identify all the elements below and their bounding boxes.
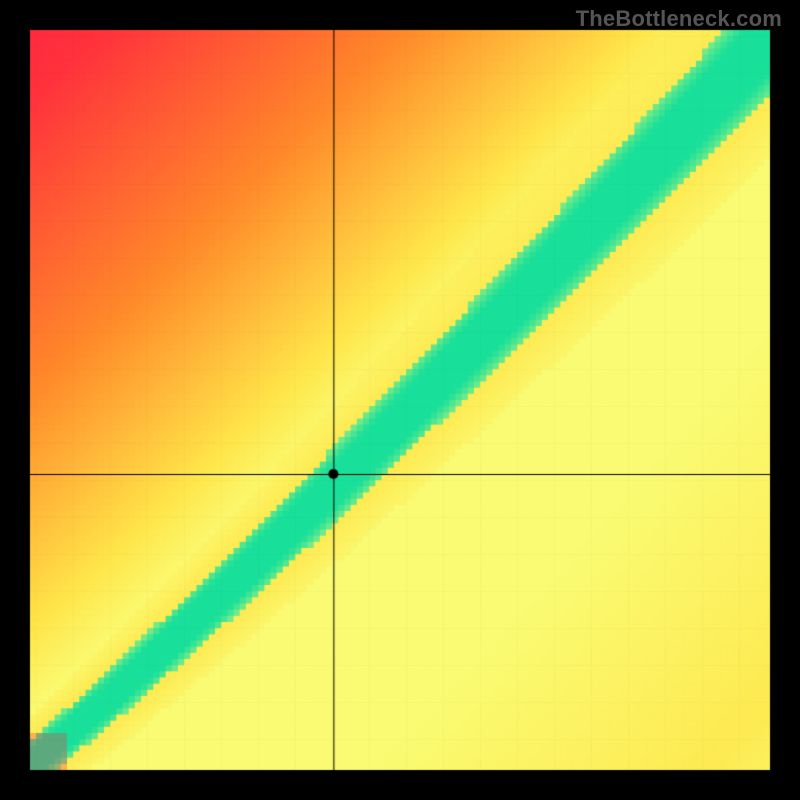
bottleneck-heatmap <box>0 0 800 800</box>
chart-container: TheBottleneck.com <box>0 0 800 800</box>
watermark-text: TheBottleneck.com <box>576 6 782 32</box>
